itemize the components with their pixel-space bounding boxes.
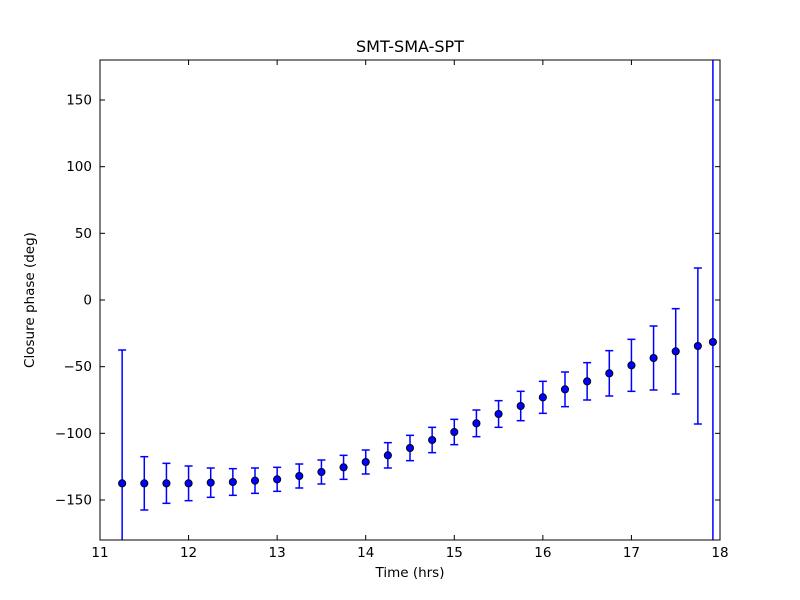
data-point-marker (405, 443, 415, 453)
data-point-marker (140, 479, 149, 488)
data-point-marker (583, 377, 592, 386)
y-axis-label: Closure phase (deg) (22, 232, 38, 368)
chart-title: SMT-SMA-SPT (356, 37, 464, 56)
data-points-layer (118, 337, 717, 488)
data-point-marker (605, 369, 614, 378)
data-point-marker (428, 435, 437, 445)
axis-ticks-layer (99, 60, 721, 540)
data-point-marker (361, 457, 370, 467)
data-point-marker (693, 341, 702, 351)
data-point-marker (339, 463, 348, 472)
error-bar (712, 60, 714, 540)
x-tick-label: 18 (711, 545, 728, 561)
x-tick-label: 11 (91, 545, 108, 561)
data-point-marker (708, 337, 717, 347)
data-point-marker (273, 475, 282, 484)
data-point-marker (516, 401, 525, 411)
x-tick-label: 15 (446, 545, 463, 561)
data-point-marker (250, 476, 260, 485)
x-tick-label: 13 (269, 545, 286, 561)
data-point-marker (472, 419, 481, 428)
plot-frame (99, 59, 721, 541)
data-point-marker (450, 427, 459, 437)
y-tick-label: −150 (55, 493, 92, 509)
y-tick-label: 150 (66, 93, 92, 109)
error-bars-layer (118, 60, 714, 540)
x-tick-label: 12 (180, 545, 197, 561)
data-point-marker (162, 479, 171, 488)
y-tick-label: −100 (55, 426, 92, 442)
data-point-marker (627, 361, 636, 370)
data-point-marker (383, 451, 392, 460)
y-tick-label: −50 (64, 359, 93, 375)
x-tick-label: 16 (534, 545, 551, 561)
data-point-marker (206, 478, 215, 487)
data-point-marker (649, 353, 658, 363)
x-axis-label: Time (hrs) (374, 565, 444, 581)
data-point-marker (671, 347, 680, 356)
y-tick-label: 50 (75, 226, 92, 242)
data-point-marker (560, 385, 570, 394)
axis-tick-labels-layer: 11 12 13 14 15 16 17 18 −150 −100 −50 0 50 100 150 (55, 93, 729, 562)
data-point-marker (295, 471, 304, 481)
data-point-marker (184, 479, 193, 488)
data-point-marker (538, 393, 547, 402)
data-point-marker (317, 467, 326, 477)
x-tick-label: 14 (357, 545, 374, 561)
data-point-marker (494, 409, 503, 419)
y-tick-label: 0 (83, 293, 92, 309)
data-point-marker (118, 479, 127, 488)
x-tick-label: 17 (623, 545, 640, 561)
y-tick-label: 100 (66, 159, 92, 175)
data-point-marker (228, 477, 237, 487)
error-bar (118, 349, 127, 540)
